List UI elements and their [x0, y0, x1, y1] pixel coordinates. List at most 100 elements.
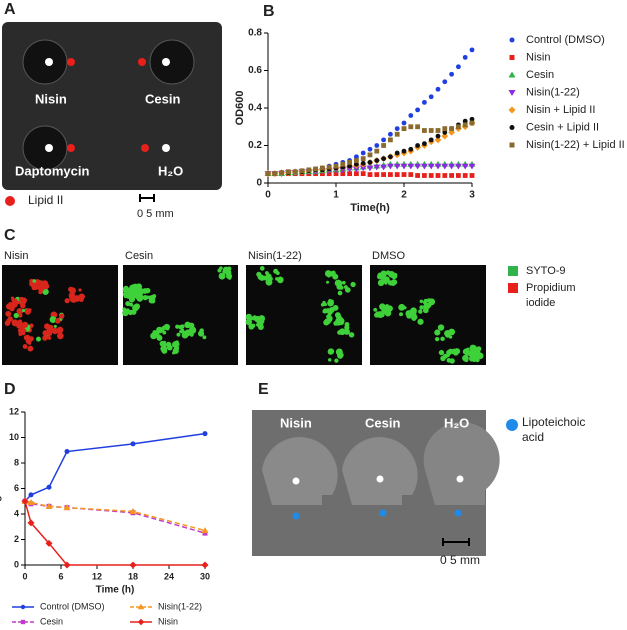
- marker: [400, 163, 408, 170]
- cell: [326, 273, 331, 278]
- y-tick-label: 8: [14, 457, 19, 467]
- marker: [442, 79, 448, 85]
- marker: [448, 163, 455, 170]
- cell: [172, 343, 177, 348]
- cell: [348, 332, 355, 338]
- dot: [162, 144, 170, 152]
- cell: [343, 328, 350, 335]
- marker: [388, 137, 393, 143]
- marker: [360, 150, 366, 156]
- cell: [337, 330, 342, 335]
- cell: [222, 269, 227, 274]
- cell: [218, 272, 226, 280]
- marker: [347, 163, 352, 169]
- marker: [422, 128, 427, 133]
- legend-label: Cesin: [40, 616, 63, 626]
- marker: [422, 141, 427, 147]
- cell: [136, 288, 143, 295]
- marker: [201, 561, 209, 569]
- marker: [360, 171, 366, 177]
- marker: [366, 165, 374, 172]
- marker: [408, 172, 414, 177]
- x-tick-label: 18: [128, 571, 138, 581]
- cell: [28, 336, 34, 342]
- marker: [469, 173, 475, 178]
- dot: [162, 58, 170, 66]
- marker: [45, 539, 53, 547]
- dot: [45, 144, 53, 152]
- marker: [401, 120, 407, 126]
- marker: [468, 163, 476, 170]
- cell: [334, 358, 339, 363]
- marker: [292, 169, 298, 175]
- marker: [367, 172, 373, 177]
- marker: [422, 173, 427, 178]
- cell: [373, 307, 378, 312]
- panel-letter: B: [263, 3, 275, 20]
- legend-marker: [509, 125, 515, 130]
- cell: [405, 310, 413, 317]
- marker: [387, 163, 394, 170]
- cell: [323, 302, 327, 307]
- cell: [335, 280, 343, 287]
- cell: [446, 358, 452, 363]
- marker: [435, 86, 441, 92]
- cell: [442, 353, 448, 359]
- cell: [259, 266, 265, 271]
- marker: [299, 168, 305, 174]
- legend-swatch: [508, 283, 518, 293]
- cell: [418, 309, 423, 314]
- cell: [265, 278, 273, 286]
- cell: [391, 279, 398, 286]
- cell: [327, 299, 334, 307]
- cell: [69, 287, 76, 294]
- x-tick-label: 0: [265, 190, 271, 201]
- marker: [394, 131, 400, 137]
- marker: [434, 136, 442, 144]
- cell: [246, 316, 252, 322]
- marker: [27, 499, 35, 506]
- well-label: Cesin: [365, 415, 400, 430]
- cell: [462, 348, 469, 355]
- marker: [435, 133, 441, 139]
- image-label: DMSO: [372, 250, 405, 262]
- cell: [468, 352, 473, 357]
- cell: [150, 334, 154, 338]
- cell: [380, 311, 385, 315]
- cell: [78, 293, 85, 300]
- scale-bar: [139, 194, 155, 202]
- cell: [328, 307, 335, 313]
- marker: [469, 120, 475, 126]
- marker: [320, 165, 325, 171]
- cell: [202, 335, 207, 340]
- cell: [227, 276, 232, 280]
- cell: [333, 321, 339, 326]
- series-line: [24, 501, 205, 566]
- marker: [462, 118, 468, 124]
- marker: [63, 504, 71, 511]
- panel-letter: D: [4, 381, 16, 398]
- cell: [18, 331, 23, 337]
- marker: [456, 124, 461, 130]
- legend-label: Lipid II: [28, 193, 63, 207]
- cell: [27, 345, 34, 352]
- well-label: Nisin: [280, 415, 312, 430]
- cell: [125, 301, 131, 307]
- image-label: Cesin: [125, 250, 153, 262]
- cell: [350, 281, 356, 288]
- panel-letter: A: [4, 1, 16, 18]
- marker: [360, 156, 366, 162]
- cell: [469, 344, 477, 352]
- cell: [32, 279, 37, 283]
- well: [262, 437, 338, 505]
- marker: [401, 172, 407, 177]
- marker: [408, 124, 414, 130]
- cell: [448, 335, 453, 339]
- cell: [127, 309, 134, 316]
- dot: [67, 58, 75, 66]
- cell: [326, 314, 330, 319]
- y-tick-label: 0.6: [248, 65, 262, 76]
- cell: [327, 358, 332, 362]
- marker: [130, 441, 136, 447]
